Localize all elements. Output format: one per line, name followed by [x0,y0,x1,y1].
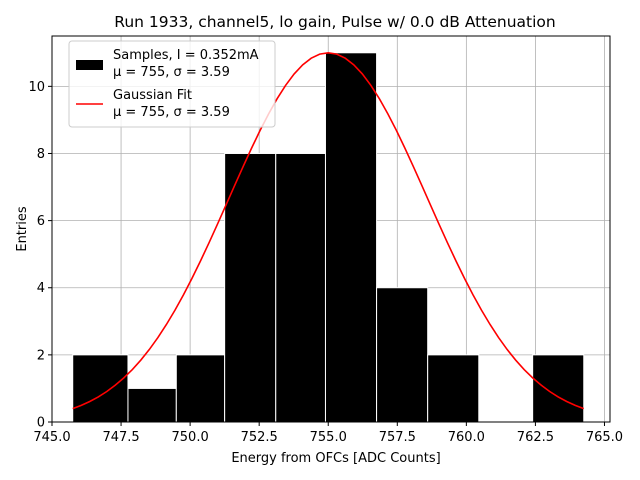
legend-swatch-samples [76,60,103,70]
x-tick-label: 765.0 [586,430,623,445]
legend: Samples, I = 0.352mA μ = 755, σ = 3.59 G… [68,40,276,128]
x-tick-label: 750.0 [172,430,209,445]
x-tick-label: 747.5 [102,430,139,445]
x-tick-label: 745.0 [33,430,70,445]
y-axis-ticks: 0 2 4 6 8 10 [28,80,52,431]
histogram-bar [532,354,585,423]
histogram-bars [72,52,585,423]
histogram-bar [324,52,378,423]
histogram-bar [376,287,429,423]
y-tick-label: 8 [37,147,45,162]
legend-label-fit: Gaussian Fit [113,88,192,103]
y-tick-label: 6 [37,214,45,229]
x-tick-label: 762.5 [517,430,554,445]
histogram-bar [275,152,326,423]
chart-title: Run 1933, channel5, lo gain, Pulse w/ 0.… [114,13,555,31]
histogram-bar [427,354,480,423]
gaussian-fit-line [72,51,585,410]
legend-sublabel-samples: μ = 755, σ = 3.59 [113,65,230,80]
legend-sublabel-fit: μ = 755, σ = 3.59 [113,105,230,120]
y-tick-label: 2 [37,348,45,363]
x-axis-label: Energy from OFCs [ADC Counts] [231,451,440,466]
y-axis-label: Entries [15,206,30,252]
histogram-bar [175,354,226,423]
x-tick-label: 760.0 [448,430,485,445]
x-axis-ticks: 745.0 747.5 750.0 752.5 755.0 757.5 760.0 762.5… [33,422,623,445]
y-tick-label: 4 [37,281,45,296]
x-tick-label: 755.0 [310,430,347,445]
y-tick-label: 10 [28,80,45,95]
histogram-bar [72,354,129,423]
y-tick-label: 0 [37,416,45,431]
x-tick-label: 757.5 [379,430,416,445]
axes-frame [51,35,611,423]
legend-box [68,40,276,128]
x-tick-label: 752.5 [241,430,278,445]
legend-label-samples: Samples, I = 0.352mA [113,48,259,63]
histogram-bar [224,152,277,423]
histogram-bar [127,387,177,423]
